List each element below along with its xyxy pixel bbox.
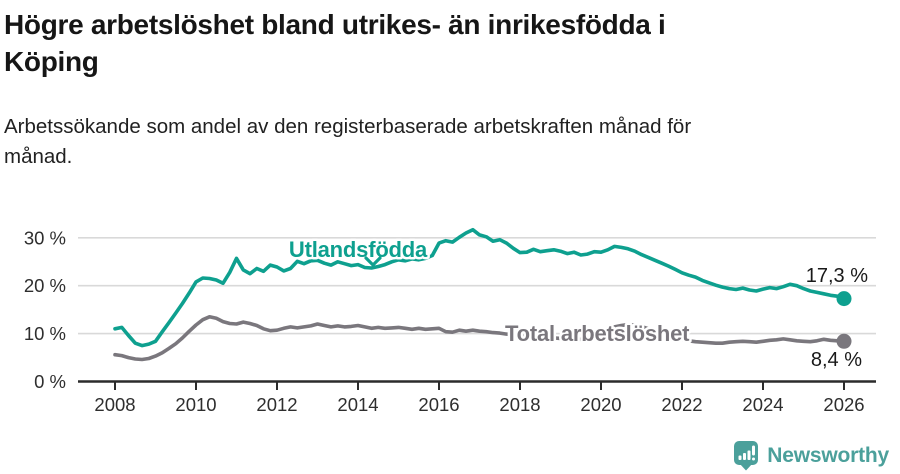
chart-title-line-2: Köping (4, 46, 99, 77)
y-axis-tick-label: 20 % (24, 275, 66, 296)
series-label-total: Total arbetslöshet (505, 321, 690, 346)
series-end-dot-utlandsfodda (836, 291, 852, 307)
x-axis-tick-label: 2024 (742, 394, 783, 415)
newsworthy-logo: Newsworthy (733, 440, 889, 471)
chart-header: Högre arbetslöshet bland utrikes- än inr… (4, 6, 864, 80)
y-axis-tick-label: 0 % (34, 371, 66, 392)
y-axis-tick-label: 30 % (24, 227, 66, 248)
y-axis-labels: 0 % 10 % 20 % 30 % (24, 227, 66, 392)
x-axis-tick-label: 2020 (580, 394, 621, 415)
x-axis-tick-label: 2010 (175, 394, 216, 415)
newsworthy-brand-name: Newsworthy (767, 443, 889, 467)
x-axis-tick-label: 2014 (337, 394, 378, 415)
newsworthy-speech-bubble-bar-chart-icon (734, 441, 759, 471)
x-axis-tick-label: 2012 (256, 394, 297, 415)
y-axis-tick-label: 10 % (24, 323, 66, 344)
series-line-total (113, 314, 846, 362)
series-end-dot-total (836, 333, 852, 349)
chart-title-line-1: Högre arbetslöshet bland utrikes- än inr… (4, 9, 666, 40)
x-axis-labels: 2008 2010 2012 2014 2016 2018 2020 2022 2024 2026 (94, 394, 864, 415)
x-axis-tick-label: 2018 (499, 394, 540, 415)
end-value-label-utlandsfodda: 17,3 % (806, 265, 868, 287)
end-value-label-total: 8,4 % (811, 349, 862, 371)
chevron-down-icon (364, 256, 382, 267)
x-axis (78, 380, 876, 390)
chart-title: Högre arbetslöshet bland utrikes- än inr… (4, 6, 864, 80)
x-axis-tick-label: 2008 (94, 394, 135, 415)
chart-subtitle: Arbetssökande som andel av den registerb… (4, 115, 692, 168)
series-label-utlandsfodda: Utlandsfödda (289, 237, 428, 262)
series-lines (113, 227, 852, 362)
series-line-utlandsfodda (113, 227, 846, 348)
gridlines (78, 237, 876, 335)
x-axis-tick-label: 2016 (418, 394, 459, 415)
x-axis-tick-label: 2026 (823, 394, 864, 415)
x-axis-tick-label: 2022 (661, 394, 702, 415)
